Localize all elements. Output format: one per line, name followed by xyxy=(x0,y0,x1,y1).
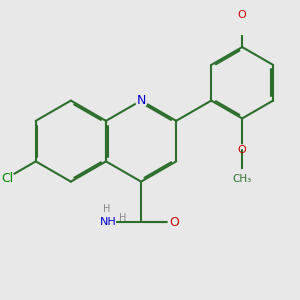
Text: O: O xyxy=(169,216,179,229)
Text: O: O xyxy=(238,145,247,155)
Text: H: H xyxy=(103,204,110,214)
Text: O: O xyxy=(238,11,247,20)
Text: CH₃: CH₃ xyxy=(232,174,252,184)
Text: NH: NH xyxy=(100,217,116,227)
Text: H: H xyxy=(119,212,127,223)
Text: Cl: Cl xyxy=(1,172,13,184)
Text: N: N xyxy=(136,94,146,107)
